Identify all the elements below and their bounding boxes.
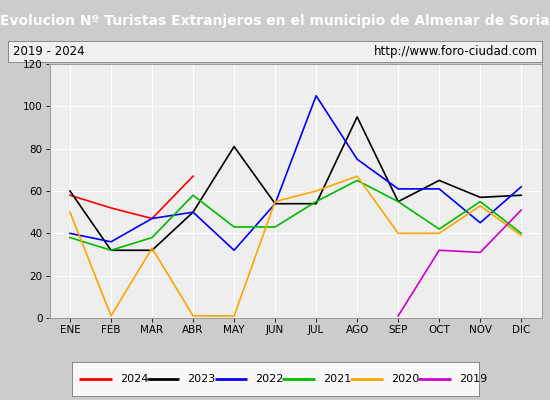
Text: http://www.foro-ciudad.com: http://www.foro-ciudad.com [373,45,537,58]
Text: 2023: 2023 [188,374,216,384]
Text: 2022: 2022 [255,374,284,384]
Text: 2024: 2024 [120,374,148,384]
Text: 2020: 2020 [391,374,419,384]
Text: 2021: 2021 [323,374,351,384]
Text: 2019 - 2024: 2019 - 2024 [13,45,84,58]
Text: 2019: 2019 [459,374,487,384]
Text: Evolucion Nº Turistas Extranjeros en el municipio de Almenar de Soria: Evolucion Nº Turistas Extranjeros en el … [0,14,550,28]
